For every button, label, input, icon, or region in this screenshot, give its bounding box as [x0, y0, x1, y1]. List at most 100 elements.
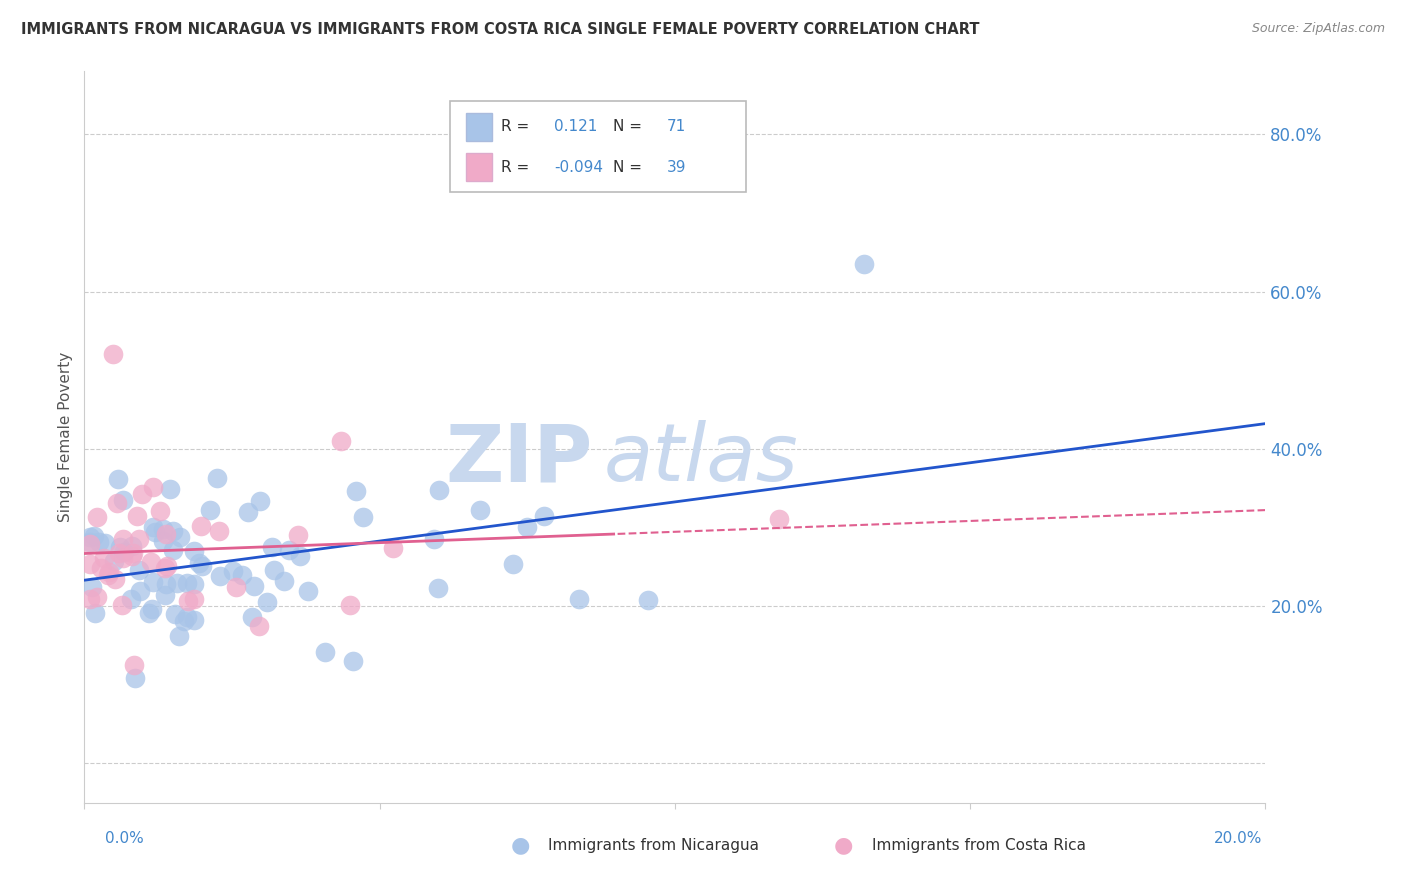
Point: [249, 493, 271, 508]
Point: [208, 524, 231, 538]
Point: [94, 536, 117, 550]
Point: [86, 509, 108, 524]
FancyBboxPatch shape: [450, 101, 745, 192]
Point: [427, 483, 450, 497]
Point: [120, 592, 142, 607]
Text: 0.0%: 0.0%: [105, 831, 145, 846]
Point: [166, 576, 188, 591]
Y-axis label: Single Female Poverty: Single Female Poverty: [58, 352, 73, 522]
Point: [165, 607, 187, 621]
Point: [87, 534, 110, 549]
Point: [104, 572, 127, 586]
Point: [149, 503, 172, 517]
Point: [122, 658, 145, 673]
Text: 0.121: 0.121: [554, 120, 598, 135]
Point: [107, 546, 129, 560]
Text: -0.094: -0.094: [554, 160, 603, 175]
Point: [187, 556, 209, 570]
Text: 71: 71: [666, 120, 686, 135]
Point: [183, 544, 205, 558]
Point: [167, 629, 190, 643]
Point: [141, 602, 163, 616]
Text: N =: N =: [613, 120, 643, 135]
Text: N =: N =: [613, 160, 643, 175]
Point: [112, 533, 135, 547]
Text: 20.0%: 20.0%: [1215, 831, 1263, 846]
Point: [222, 565, 245, 579]
Text: ZIP: ZIP: [444, 420, 592, 498]
Point: [129, 583, 152, 598]
Point: [142, 574, 165, 589]
Point: [162, 524, 184, 538]
Point: [107, 472, 129, 486]
Point: [105, 496, 128, 510]
Point: [225, 581, 247, 595]
Point: [330, 434, 353, 448]
Point: [101, 347, 124, 361]
Point: [260, 541, 283, 555]
Point: [231, 567, 253, 582]
Point: [190, 558, 212, 573]
Point: [141, 480, 163, 494]
Point: [79, 557, 101, 571]
Point: [90, 560, 112, 574]
Point: [111, 493, 134, 508]
Point: [82, 580, 104, 594]
Point: [169, 530, 191, 544]
Point: [297, 584, 319, 599]
Point: [533, 509, 555, 524]
Bar: [465, 153, 492, 181]
Point: [183, 577, 205, 591]
Point: [183, 613, 205, 627]
Point: [852, 257, 875, 271]
Point: [93, 551, 115, 566]
Point: [568, 592, 591, 607]
Text: atlas: atlas: [605, 420, 799, 498]
Point: [236, 504, 259, 518]
Point: [111, 551, 134, 566]
Point: [637, 593, 659, 607]
Point: [342, 654, 364, 668]
Point: [273, 574, 295, 589]
Point: [128, 532, 150, 546]
Point: [381, 541, 404, 556]
Text: Immigrants from Nicaragua: Immigrants from Nicaragua: [548, 838, 759, 853]
Point: [121, 539, 143, 553]
Point: [155, 588, 177, 602]
Point: [125, 509, 148, 524]
Point: [290, 549, 312, 563]
Point: [314, 645, 336, 659]
Point: [153, 561, 176, 575]
Text: R =: R =: [502, 160, 530, 175]
Point: [278, 543, 301, 558]
Point: [79, 537, 101, 551]
Point: [208, 569, 231, 583]
Point: [142, 520, 165, 534]
Point: [103, 554, 125, 568]
Text: Immigrants from Costa Rica: Immigrants from Costa Rica: [872, 838, 1085, 853]
Point: [352, 510, 374, 524]
Point: [83, 528, 105, 542]
Point: [247, 618, 270, 632]
Point: [124, 672, 146, 686]
Point: [108, 540, 131, 554]
Point: [152, 533, 174, 548]
Point: [177, 593, 200, 607]
Point: [155, 577, 177, 591]
Point: [243, 579, 266, 593]
Point: [159, 482, 181, 496]
Point: [256, 595, 278, 609]
Point: [768, 511, 790, 525]
Point: [152, 522, 174, 536]
Text: R =: R =: [502, 120, 530, 135]
Point: [427, 581, 450, 595]
Point: [138, 606, 160, 620]
Point: [423, 533, 446, 547]
Text: ●: ●: [834, 836, 853, 855]
Point: [131, 487, 153, 501]
Point: [344, 484, 367, 499]
Point: [205, 471, 228, 485]
Point: [139, 555, 162, 569]
Point: [155, 526, 177, 541]
Point: [183, 591, 205, 606]
